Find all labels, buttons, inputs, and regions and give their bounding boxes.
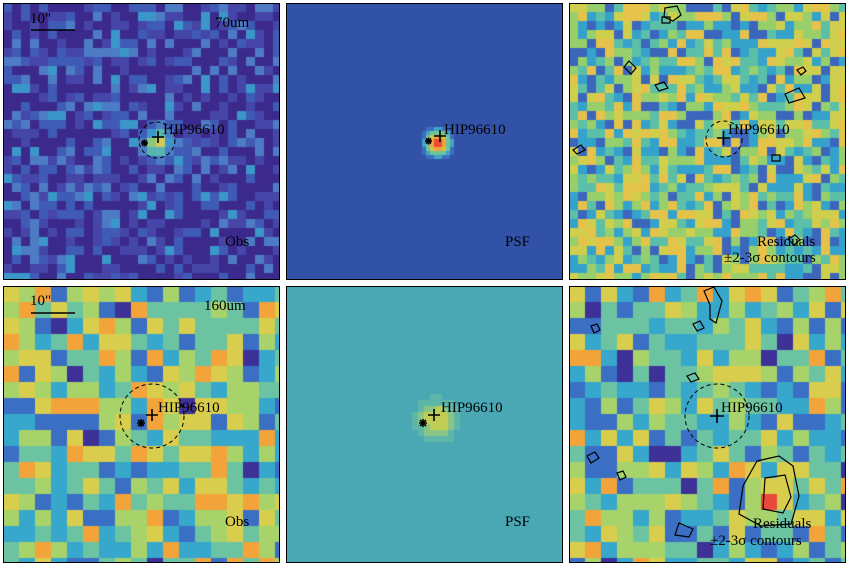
- panel-tag: PSF: [505, 234, 531, 250]
- band-label: 160um: [204, 298, 246, 314]
- aperture-circle: [138, 121, 176, 159]
- star-marker: [419, 419, 427, 427]
- target-label: HIP96610: [158, 400, 220, 416]
- aperture-circle: [119, 383, 185, 449]
- panel-tag: Residuals: [753, 516, 812, 532]
- star-marker: [137, 419, 145, 427]
- target-label: HIP96610: [728, 122, 790, 138]
- star-marker: [141, 139, 148, 147]
- image-70um-observed: [3, 3, 280, 280]
- target-label: HIP96610: [721, 400, 783, 416]
- target-label: HIP96610: [444, 122, 506, 138]
- cross-marker: [434, 130, 446, 142]
- panel-160um-residuals: HIP96610 Residuals ±2-3σ contours: [569, 286, 846, 563]
- residual-contours: [586, 286, 800, 538]
- scale-label: 10": [30, 293, 52, 309]
- panel-70um-residuals: HIP96610 Residuals ±2-3σ contours: [569, 3, 846, 280]
- cross-marker: [152, 131, 164, 143]
- aperture-circle: [684, 383, 750, 449]
- panel-tag: Obs: [225, 514, 250, 530]
- residual-contours: [572, 5, 807, 246]
- target-label: HIP96610: [163, 122, 225, 138]
- panel-70um-observed: 10" 70um HIP96610 Obs: [3, 3, 280, 280]
- image-70um-psf: [286, 3, 563, 280]
- panel-160um-observed: 10" 160um HIP96610 Obs: [3, 286, 280, 563]
- cross-marker: [717, 131, 730, 145]
- panel-tag: Residuals: [757, 234, 816, 250]
- target-label: HIP96610: [441, 400, 503, 416]
- cross-marker: [146, 409, 158, 421]
- panel-tag: Obs: [225, 234, 250, 250]
- band-label: 70um: [215, 15, 250, 31]
- panel-70um-psf: HIP96610 PSF: [286, 3, 563, 280]
- cross-marker: [710, 409, 724, 423]
- star-marker: [425, 137, 432, 145]
- contour-note: ±2-3σ contours: [710, 533, 802, 549]
- scale-label: 10": [30, 11, 52, 27]
- contour-note: ±2-3σ contours: [724, 250, 816, 266]
- image-160um-residuals: [569, 286, 846, 563]
- panel-tag: PSF: [505, 514, 531, 530]
- cross-marker: [428, 409, 440, 421]
- aperture-circle: [705, 120, 743, 158]
- image-70um-residuals: [569, 3, 846, 280]
- panel-160um-psf: HIP96610 PSF: [286, 286, 563, 563]
